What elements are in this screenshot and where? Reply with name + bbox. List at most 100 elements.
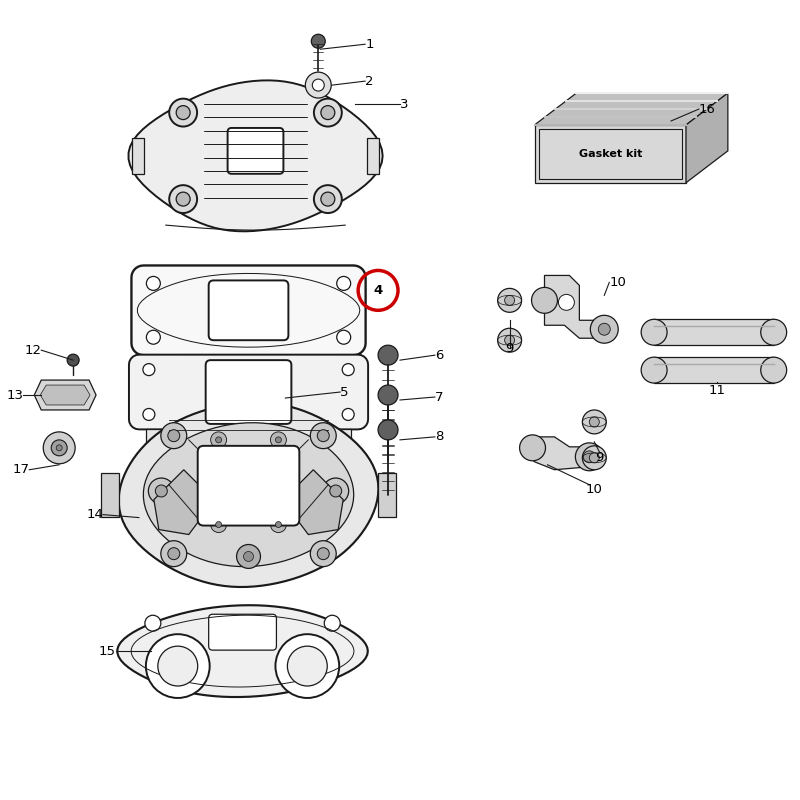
Circle shape xyxy=(590,417,599,427)
Text: 10: 10 xyxy=(586,483,602,496)
FancyBboxPatch shape xyxy=(209,281,288,340)
Circle shape xyxy=(210,517,226,533)
Circle shape xyxy=(519,435,546,461)
Circle shape xyxy=(378,420,398,440)
Polygon shape xyxy=(534,125,686,182)
Circle shape xyxy=(148,478,174,504)
Circle shape xyxy=(170,185,197,213)
Circle shape xyxy=(378,385,398,405)
FancyBboxPatch shape xyxy=(198,446,299,526)
Circle shape xyxy=(161,422,186,449)
Circle shape xyxy=(287,646,327,686)
Text: 12: 12 xyxy=(24,344,42,357)
Text: 11: 11 xyxy=(708,383,726,397)
Circle shape xyxy=(558,294,574,310)
Polygon shape xyxy=(686,93,728,182)
Polygon shape xyxy=(545,275,604,338)
Text: 14: 14 xyxy=(86,508,103,521)
Circle shape xyxy=(270,432,286,448)
Circle shape xyxy=(505,295,514,306)
Polygon shape xyxy=(40,385,90,405)
Text: 15: 15 xyxy=(99,645,116,658)
Circle shape xyxy=(146,634,210,698)
Circle shape xyxy=(582,410,606,434)
Polygon shape xyxy=(378,473,396,517)
Text: 9: 9 xyxy=(595,451,603,464)
Circle shape xyxy=(342,364,354,375)
Text: 2: 2 xyxy=(365,74,374,88)
Circle shape xyxy=(575,443,603,470)
Circle shape xyxy=(237,545,261,569)
Text: 9: 9 xyxy=(506,342,514,354)
Polygon shape xyxy=(129,80,382,231)
Circle shape xyxy=(176,106,190,119)
Polygon shape xyxy=(530,437,590,470)
Circle shape xyxy=(145,615,161,631)
Circle shape xyxy=(498,328,522,352)
Circle shape xyxy=(498,288,522,312)
Circle shape xyxy=(146,330,160,344)
Circle shape xyxy=(590,315,618,343)
Circle shape xyxy=(321,192,335,206)
Circle shape xyxy=(590,453,599,462)
Circle shape xyxy=(378,345,398,365)
FancyBboxPatch shape xyxy=(209,614,277,650)
Circle shape xyxy=(761,357,786,383)
Text: 17: 17 xyxy=(12,463,30,476)
Text: 16: 16 xyxy=(699,102,716,115)
Text: 10: 10 xyxy=(610,276,626,289)
Text: 8: 8 xyxy=(435,430,443,443)
Circle shape xyxy=(210,432,226,448)
Polygon shape xyxy=(154,470,204,534)
Circle shape xyxy=(342,409,354,421)
Circle shape xyxy=(143,409,155,421)
Polygon shape xyxy=(146,430,182,444)
Circle shape xyxy=(337,277,350,290)
Circle shape xyxy=(270,517,286,533)
Circle shape xyxy=(310,541,336,566)
Circle shape xyxy=(314,98,342,126)
Circle shape xyxy=(168,430,180,442)
Text: 1: 1 xyxy=(365,38,374,50)
Circle shape xyxy=(170,98,197,126)
Circle shape xyxy=(312,79,324,91)
Circle shape xyxy=(582,446,606,470)
Circle shape xyxy=(598,323,610,335)
Circle shape xyxy=(324,615,340,631)
Circle shape xyxy=(275,634,339,698)
Circle shape xyxy=(322,478,349,504)
Circle shape xyxy=(314,185,342,213)
Polygon shape xyxy=(101,473,119,517)
Circle shape xyxy=(168,548,180,560)
Circle shape xyxy=(761,319,786,345)
Text: 5: 5 xyxy=(340,386,349,398)
Text: 7: 7 xyxy=(435,390,443,403)
Circle shape xyxy=(337,330,350,344)
Circle shape xyxy=(67,354,79,366)
Circle shape xyxy=(216,437,222,443)
Circle shape xyxy=(318,548,330,560)
Text: Gasket kit: Gasket kit xyxy=(578,149,642,159)
Polygon shape xyxy=(129,354,368,430)
Circle shape xyxy=(43,432,75,464)
Circle shape xyxy=(56,445,62,451)
Circle shape xyxy=(583,451,595,462)
Circle shape xyxy=(641,357,667,383)
Polygon shape xyxy=(294,470,343,534)
Text: 13: 13 xyxy=(6,389,23,402)
Polygon shape xyxy=(131,266,366,367)
Polygon shape xyxy=(118,606,368,697)
Circle shape xyxy=(146,277,160,290)
Polygon shape xyxy=(315,430,351,444)
Polygon shape xyxy=(143,422,354,566)
Circle shape xyxy=(311,34,326,48)
Circle shape xyxy=(275,437,282,443)
Circle shape xyxy=(143,364,155,375)
Circle shape xyxy=(243,551,254,562)
Circle shape xyxy=(641,319,667,345)
Polygon shape xyxy=(654,357,774,383)
Polygon shape xyxy=(132,138,144,174)
Polygon shape xyxy=(654,319,774,345)
Circle shape xyxy=(51,440,67,456)
Polygon shape xyxy=(534,93,728,125)
